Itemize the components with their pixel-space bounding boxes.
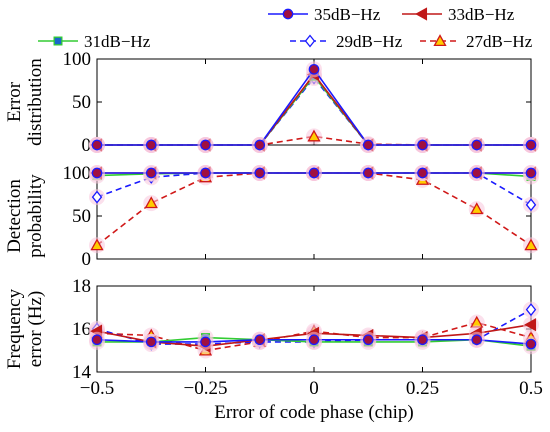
data-point <box>417 139 428 151</box>
y-axis-label-line: error (Hz) <box>25 291 46 367</box>
legend-label: 29dB−Hz <box>336 32 403 51</box>
legend-label: 33dB−Hz <box>448 5 515 24</box>
data-point <box>308 334 320 346</box>
legend: 35dB−Hz 33dB−Hz 31dB−Hz 29dB−Hz 27dB−Hz <box>38 5 533 51</box>
data-point <box>308 167 320 179</box>
legend-marker-diamond-icon <box>304 34 316 48</box>
data-point <box>362 167 374 179</box>
data-point <box>200 139 211 151</box>
y-tick-label: 0 <box>82 135 92 156</box>
data-point <box>200 336 211 348</box>
y-tick-label: 16 <box>72 319 91 340</box>
data-point <box>362 139 374 151</box>
data-point <box>471 334 483 346</box>
data-point <box>525 303 537 317</box>
data-point <box>417 334 428 346</box>
panel-error-distribution: 0 50 100 Errordistribution <box>4 49 539 156</box>
x-tick-label: −0.5 <box>80 378 114 399</box>
data-point <box>145 139 157 151</box>
y-tick-label: 50 <box>72 92 91 113</box>
legend-entry-1: 33dB−Hz <box>402 5 515 24</box>
y-axis-label: Detectionprobability <box>4 174 46 258</box>
series-0 <box>89 61 539 153</box>
data-point <box>91 139 103 151</box>
y-tick-label: 18 <box>72 276 91 297</box>
y-tick-label: 100 <box>63 49 92 70</box>
legend-marker-square-icon <box>53 36 63 46</box>
panel-frequency-error: 14 16 18 Frequencyerror (Hz) <box>4 276 539 383</box>
panels: 0 50 100 Errordistribution 0 50 100 Detectionpr… <box>4 49 543 423</box>
data-point <box>91 167 103 179</box>
legend-label: 27dB−Hz <box>466 32 533 51</box>
legend-marker-circle-icon <box>282 8 294 20</box>
y-axis-label-line: probability <box>25 174 46 258</box>
legend-entry-4: 27dB−Hz <box>420 32 533 51</box>
legend-marker-triangle-up-icon <box>433 34 447 47</box>
data-point <box>525 139 537 151</box>
data-point <box>524 318 537 332</box>
data-point <box>525 198 537 212</box>
data-point <box>254 334 266 346</box>
x-axis-label: Error of code phase (chip) <box>214 402 413 423</box>
y-axis-label-line: distribution <box>25 58 46 146</box>
data-point <box>307 129 321 142</box>
x-tick-label: 0 <box>309 378 319 399</box>
y-tick-label: 14 <box>72 362 92 383</box>
data-point <box>525 338 537 350</box>
data-point <box>254 139 266 151</box>
data-point <box>91 334 103 346</box>
legend-label: 31dB−Hz <box>84 32 151 51</box>
series-0 <box>89 165 539 181</box>
y-tick-label: 50 <box>72 206 91 227</box>
x-tick-label: −0.25 <box>184 378 228 399</box>
data-point <box>145 167 157 179</box>
data-point <box>471 139 483 151</box>
legend-entry-3: 29dB−Hz <box>290 32 403 51</box>
data-point <box>524 238 538 251</box>
data-point <box>90 238 104 251</box>
data-point <box>308 63 320 75</box>
x-axis: −0.5 −0.25 0 0.25 0.5 Error of code phase (ch… <box>80 378 543 423</box>
x-tick-label: 0.25 <box>406 378 439 399</box>
x-tick-label: 0.5 <box>519 378 543 399</box>
series-line <box>96 172 532 246</box>
series-0 <box>89 331 539 353</box>
legend-entry-2: 31dB−Hz <box>38 32 151 51</box>
legend-marker-triangle-left-icon <box>415 7 428 21</box>
data-point <box>254 167 266 179</box>
y-axis-label-line: Detection <box>4 179 25 253</box>
data-point <box>471 167 483 179</box>
panel-detection-probability: 0 50 100 Detectionprobability <box>4 163 539 270</box>
y-axis-label: Frequencyerror (Hz) <box>4 288 46 369</box>
legend-entry-0: 35dB−Hz <box>268 5 381 24</box>
data-point <box>525 167 537 179</box>
data-point <box>145 336 157 348</box>
y-axis-label-line: Frequency <box>4 288 25 369</box>
data-point <box>144 196 158 209</box>
y-tick-label: 0 <box>82 249 92 270</box>
y-tick-label: 100 <box>63 163 92 184</box>
data-point <box>91 190 103 204</box>
y-axis-label-line: Error <box>4 81 25 122</box>
axes-frame <box>96 172 532 260</box>
data-point <box>362 334 374 346</box>
data-point <box>200 167 211 179</box>
data-point <box>417 167 428 179</box>
data-point <box>470 202 484 215</box>
legend-label: 35dB−Hz <box>314 5 381 24</box>
y-axis-label: Errordistribution <box>4 58 46 146</box>
